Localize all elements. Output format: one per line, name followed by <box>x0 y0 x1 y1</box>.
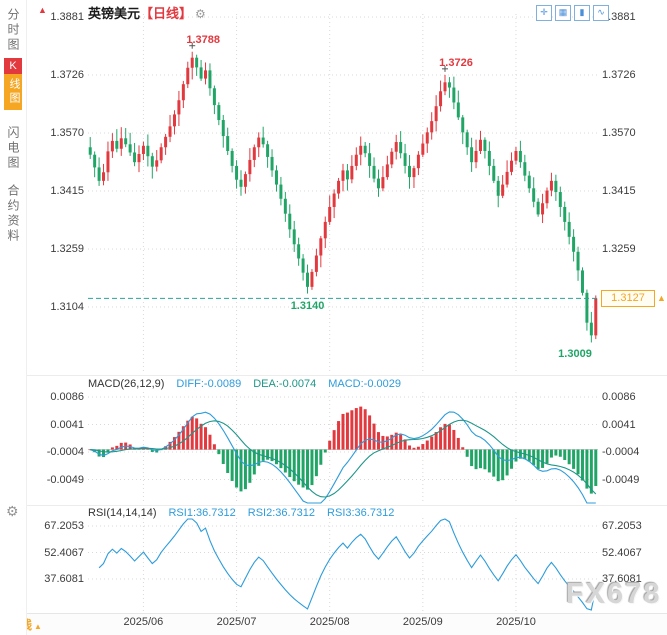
macd-macd-value: MACD:-0.0029 <box>328 378 401 390</box>
macd-axis-tick: 0.0086 <box>602 391 636 403</box>
y-axis-tick: 1.3104 <box>50 301 84 313</box>
x-axis-label: 2025/07 <box>216 616 257 628</box>
y-axis-tick: 1.3726 <box>602 69 636 81</box>
chart-toolbar: ✛ ▦ ▮ ∿ <box>536 5 609 21</box>
panel-separator <box>27 375 667 376</box>
panel-separator <box>27 505 667 506</box>
price-annotation: 1.3009 <box>558 348 592 361</box>
rsi1-value: RSI1:36.7312 <box>168 507 236 519</box>
grid-icon[interactable]: ▦ <box>555 5 571 21</box>
rsi-axis-tick: 67.2053 <box>602 520 642 532</box>
sidebar-item-timeshare[interactable]: 分时图 <box>6 8 20 53</box>
y-axis-tick: 1.3259 <box>602 243 636 255</box>
sidebar-item-contract-info[interactable]: 合约资料 <box>6 184 20 244</box>
chart-title: 英镑美元【日线】 ⚙ <box>88 3 206 22</box>
y-axis-tick: 1.3259 <box>50 243 84 255</box>
x-axis-label: 2025/08 <box>309 616 350 628</box>
price-annotation: 1.3726 <box>439 56 473 69</box>
y-axis-tick: 1.3726 <box>50 69 84 81</box>
latest-price-arrow-icon[interactable]: ▲ <box>657 293 666 304</box>
kline-badge-k: K <box>4 58 22 74</box>
scroll-up-icon[interactable]: ▲ <box>38 5 47 15</box>
x-axis-label: 2025/06 <box>123 616 164 628</box>
rsi-header: RSI(14,14,14) RSI1:36.7312 RSI2:36.7312 RSI… <box>88 507 406 519</box>
sidebar-item-lightning[interactable]: 闪电图 <box>6 126 20 171</box>
timeframe-up-icon: ▲ <box>34 622 42 631</box>
price-annotation: 1.3140 <box>290 299 325 312</box>
y-axis-tick: 1.3415 <box>602 185 636 197</box>
macd-diff-value: DIFF:-0.0089 <box>176 378 242 390</box>
y-axis-tick: 1.3570 <box>602 127 636 139</box>
y-axis-tick: 1.3570 <box>50 127 84 139</box>
macd-header: MACD(26,12,9) DIFF:-0.0089 DEA:-0.0074 MACD… <box>88 378 413 390</box>
macd-axis-tick: -0.0004 <box>46 446 84 458</box>
macd-axis-tick: 0.0041 <box>602 418 636 431</box>
rsi-axis-tick: 37.6081 <box>44 573 84 585</box>
macd-axis-tick: -0.0004 <box>602 446 640 458</box>
macd-axis-tick: -0.0049 <box>46 473 84 486</box>
sidebar: 分时图 K 线图 闪电图 合约资料 ⚙ <box>0 0 27 635</box>
chart-settings-gear-icon[interactable]: ⚙ <box>195 7 206 21</box>
rsi-axis-tick: 67.2053 <box>44 520 84 532</box>
pan-icon[interactable]: ✛ <box>536 5 552 21</box>
macd-dea-value: DEA:-0.0074 <box>253 378 317 390</box>
current-price-box: 1.3127 <box>601 290 655 308</box>
line-chart-icon[interactable]: ∿ <box>593 5 609 21</box>
x-axis-label: 2025/10 <box>496 616 536 628</box>
sidebar-gear-icon[interactable]: ⚙ <box>6 503 19 519</box>
y-axis-tick: 1.3881 <box>50 11 84 23</box>
watermark: FX678 <box>566 578 662 610</box>
candlestick-icon[interactable]: ▮ <box>574 5 590 21</box>
kline-badge-label: 线图 <box>4 74 22 110</box>
rsi-axis-tick: 52.4067 <box>602 546 642 559</box>
macd-axis-tick: -0.0049 <box>602 473 640 486</box>
y-axis-tick: 1.3881 <box>602 11 636 23</box>
x-axis-label: 2025/09 <box>402 616 443 628</box>
macd-axis-tick: 0.0041 <box>50 418 84 431</box>
rsi2-value: RSI2:36.7312 <box>247 507 316 519</box>
rsi-name: RSI(14,14,14) <box>88 507 157 519</box>
symbol-name: 英镑美元 <box>88 6 141 21</box>
rsi3-value: RSI3:36.7312 <box>327 507 395 519</box>
price-annotation: 1.3788 <box>186 33 221 46</box>
sidebar-item-kline[interactable]: K 线图 <box>4 58 22 110</box>
period-tag: 【日线】 <box>140 6 193 21</box>
rsi-axis-tick: 37.6081 <box>602 573 642 585</box>
macd-axis-tick: 0.0086 <box>50 391 84 403</box>
rsi-axis-tick: 52.4067 <box>44 546 84 559</box>
macd-name: MACD(26,12,9) <box>88 378 165 390</box>
y-axis-tick: 1.3415 <box>50 185 84 197</box>
timeframe-bar <box>0 613 667 635</box>
